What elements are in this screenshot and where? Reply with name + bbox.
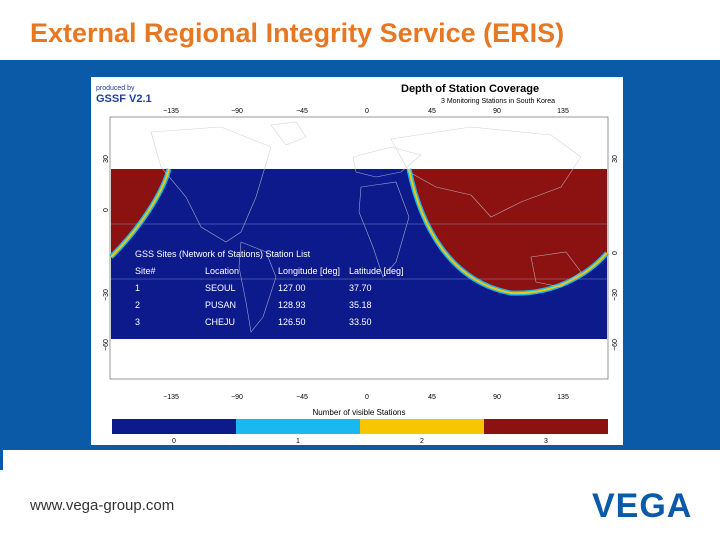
lat-ticks-left: 30 0 −30 −60 <box>103 155 110 351</box>
coverage-edge-2 <box>110 168 170 258</box>
header-longitude: Longitude [deg] <box>278 266 341 276</box>
site-number: 1 <box>135 283 141 293</box>
lon-tick: −135 <box>163 394 179 401</box>
site-location: SEOUL <box>205 283 236 293</box>
site-location: CHEJU <box>205 317 236 327</box>
colorbar-segment-1 <box>236 419 360 434</box>
coverage-map: produced by GSSF V2.1 Depth of Station C… <box>96 83 619 445</box>
footer-url: www.vega-group.com <box>30 497 175 514</box>
software-label: GSSF V2.1 <box>96 93 152 105</box>
lat-ticks-right: 30 0 −30 −60 <box>612 155 619 351</box>
station-list-panel: GSS Sites (Network of Stations) Station … <box>128 243 438 339</box>
lat-tick: 0 <box>612 251 619 255</box>
slide-title: External Regional Integrity Service (ERI… <box>30 18 565 48</box>
lon-tick: 135 <box>557 108 569 115</box>
header-latitude: Latitude [deg] <box>349 266 404 276</box>
coverage-zone-3 <box>111 169 169 257</box>
lat-tick: 30 <box>103 155 110 163</box>
header-site: Site# <box>135 266 156 276</box>
lat-tick: −60 <box>612 339 619 351</box>
lon-tick: −45 <box>296 394 308 401</box>
colorbar-tick: 0 <box>172 438 176 445</box>
lon-tick: −90 <box>231 108 243 115</box>
site-number: 2 <box>135 300 141 310</box>
colorbar-ticks: 0 1 2 3 <box>172 438 548 445</box>
lat-tick: −60 <box>103 339 110 351</box>
slide-edge-accent <box>0 450 3 470</box>
continent-outlines <box>150 121 582 333</box>
coverage-zone-3 <box>409 169 607 294</box>
colorbar-segment-2 <box>360 419 484 434</box>
lon-ticks-bottom: −135 −90 −45 0 45 90 135 <box>163 394 569 401</box>
figure-title: Depth of Station Coverage <box>401 83 539 95</box>
lon-tick: 0 <box>365 394 369 401</box>
site-longitude: 127.00 <box>278 283 306 293</box>
lat-tick: 30 <box>612 155 619 163</box>
colorbar-segment-3 <box>484 419 608 434</box>
colorbar-segment-0 <box>112 419 236 434</box>
colorbar-tick: 3 <box>544 438 548 445</box>
colorbar-title: Number of visible Stations <box>313 408 406 417</box>
lon-ticks-top: −135 −90 −45 0 45 90 135 <box>163 108 569 115</box>
site-latitude: 33.50 <box>349 317 372 327</box>
coverage-edge-2 <box>408 168 608 295</box>
vega-logo: VEGA <box>592 487 692 524</box>
site-longitude: 128.93 <box>278 300 306 310</box>
lat-tick: −30 <box>103 289 110 301</box>
header-location: Location <box>205 266 240 276</box>
colorbar-tick: 1 <box>296 438 300 445</box>
site-number: 3 <box>135 317 141 327</box>
lon-tick: 45 <box>428 108 436 115</box>
station-list-caption: GSS Sites (Network of Stations) Station … <box>135 249 311 259</box>
lon-tick: 90 <box>493 108 501 115</box>
colorbar-tick: 2 <box>420 438 424 445</box>
lon-tick: −45 <box>296 108 308 115</box>
site-latitude: 35.18 <box>349 300 372 310</box>
site-location: PUSAN <box>205 300 237 310</box>
lat-tick: 0 <box>103 208 110 212</box>
coverage-figure: produced by GSSF V2.1 Depth of Station C… <box>91 77 623 445</box>
lon-tick: 135 <box>557 394 569 401</box>
figure-subtitle: 3 Monitoring Stations in South Korea <box>441 98 555 105</box>
lon-tick: 90 <box>493 394 501 401</box>
site-latitude: 37.70 <box>349 283 372 293</box>
lat-tick: −30 <box>612 289 619 301</box>
site-longitude: 126.50 <box>278 317 306 327</box>
vega-logo-text: VEGA <box>592 487 692 524</box>
produced-by-label: produced by <box>96 85 135 92</box>
lon-tick: 45 <box>428 394 436 401</box>
lon-tick: −135 <box>163 108 179 115</box>
lon-tick: −90 <box>231 394 243 401</box>
lon-tick: 0 <box>365 108 369 115</box>
